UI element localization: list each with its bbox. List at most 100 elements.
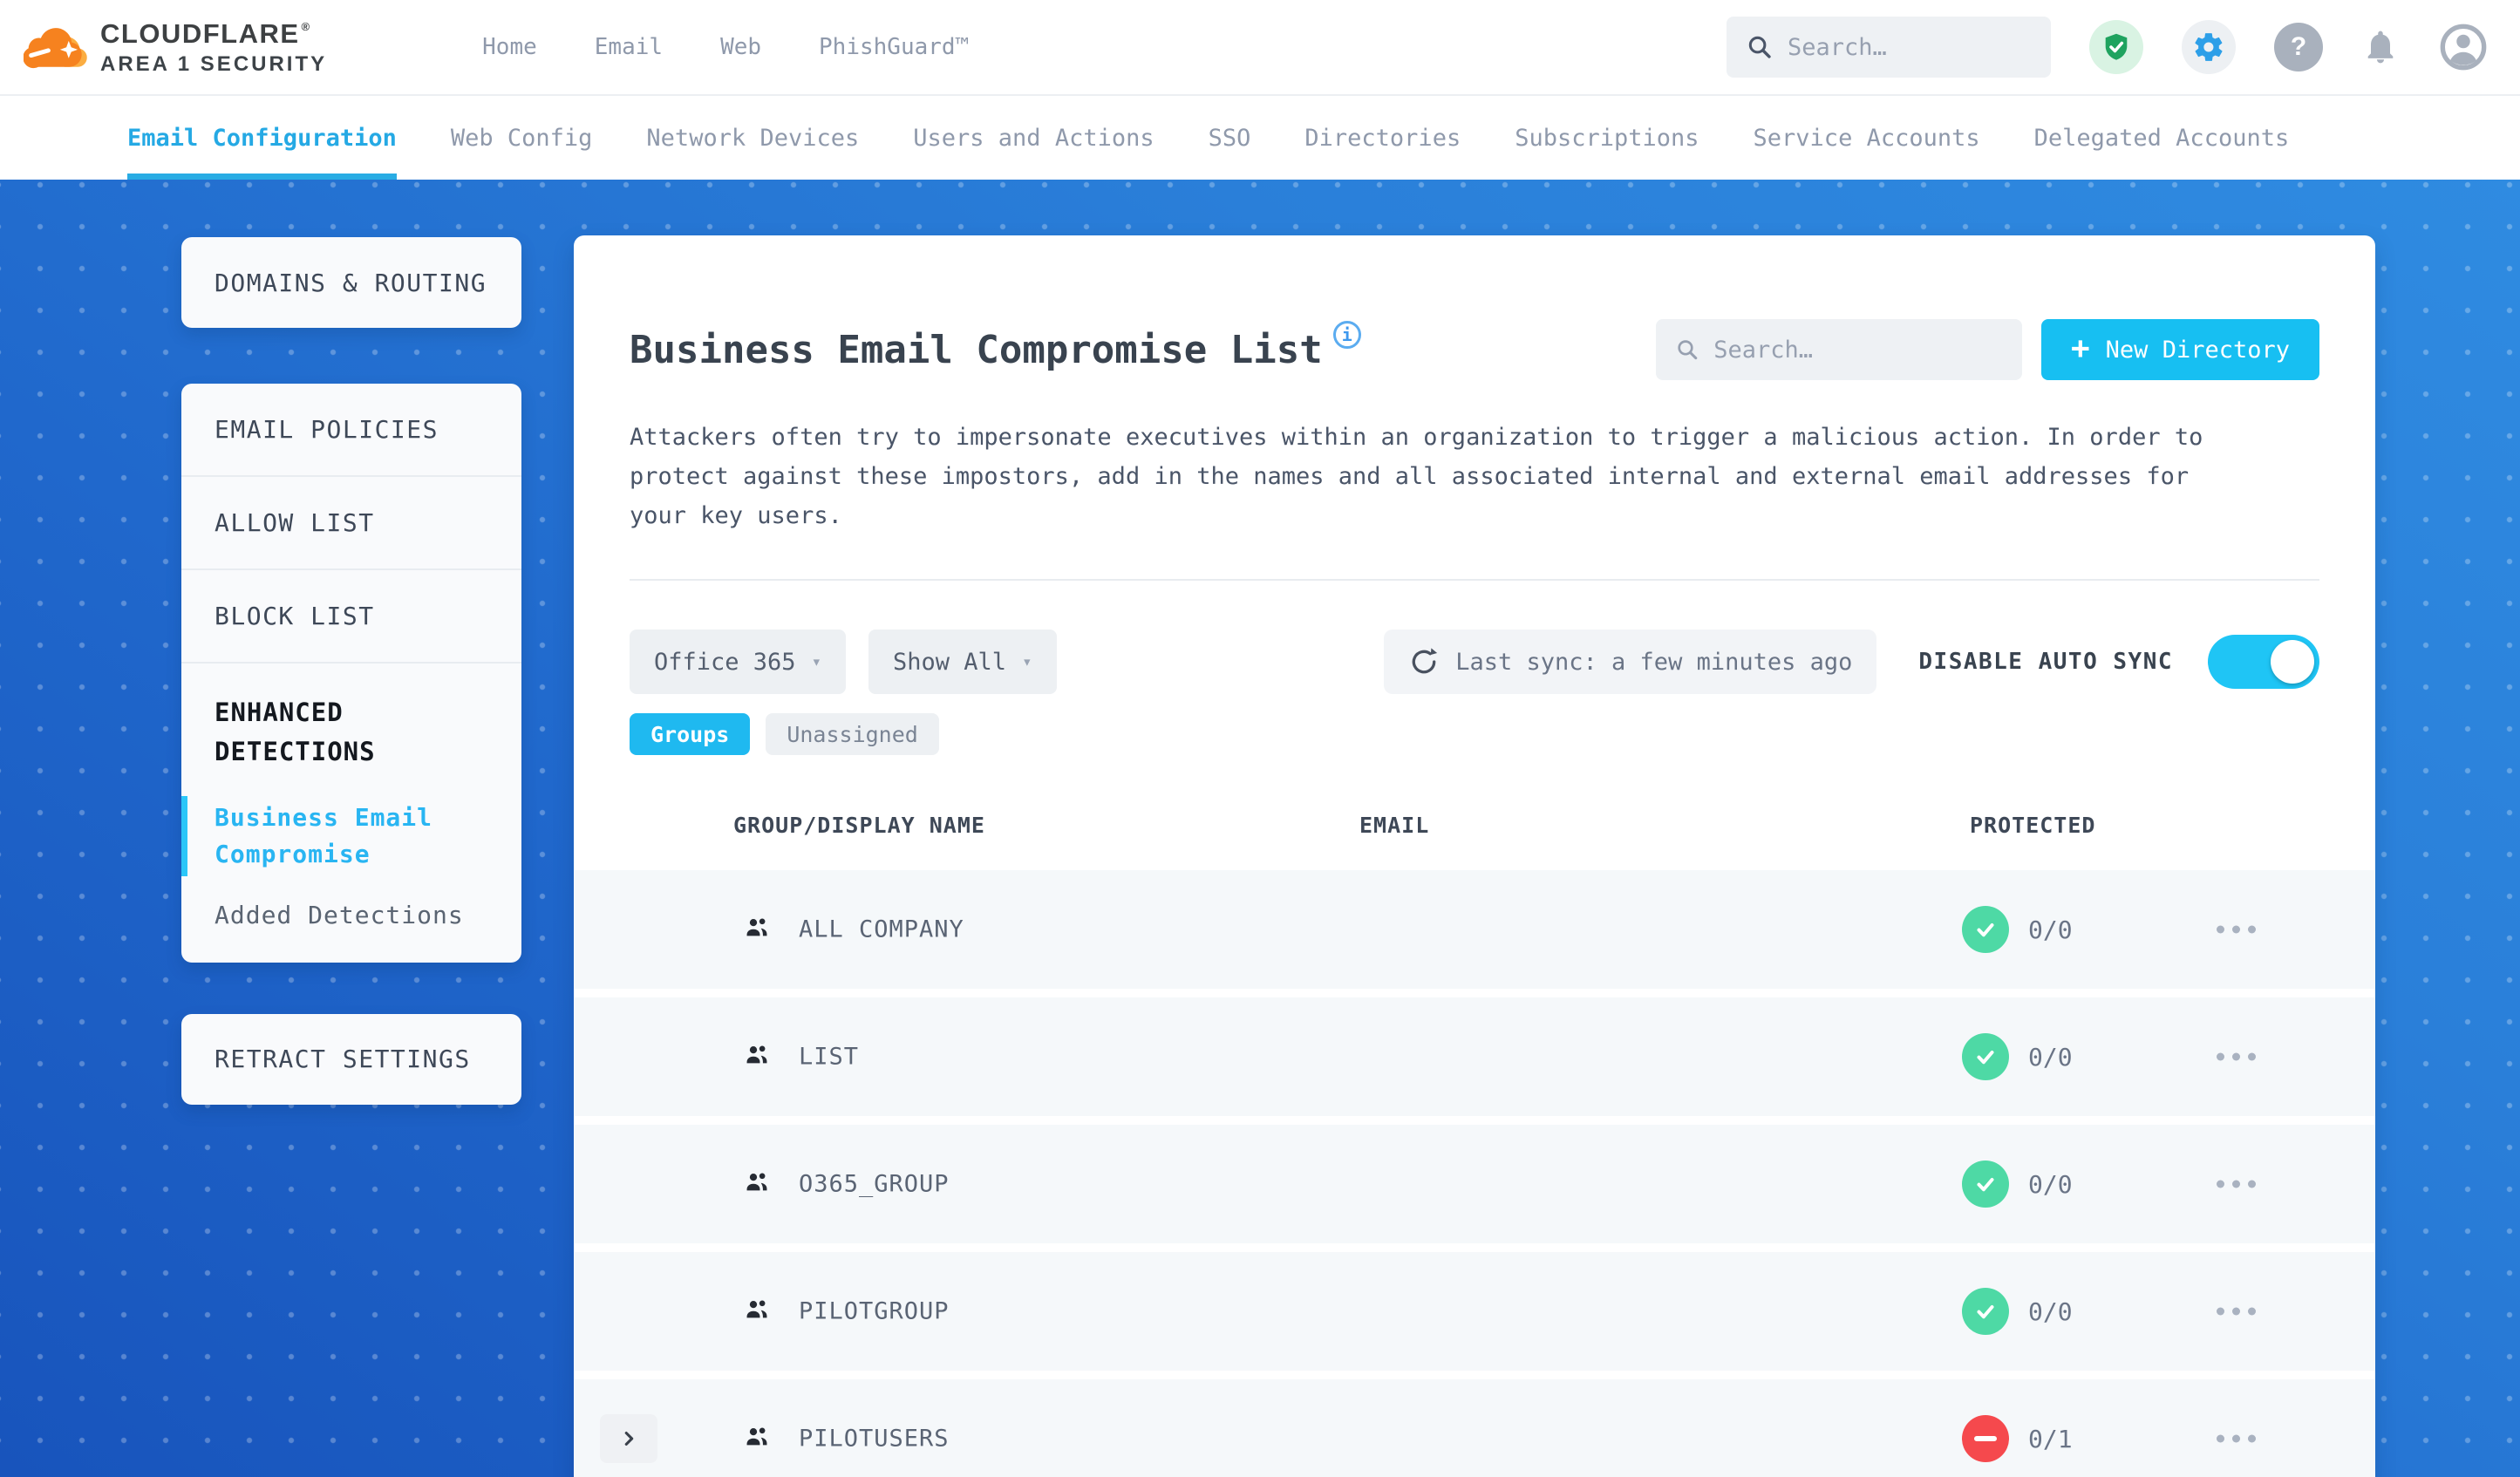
sidebar-item-retract-settings[interactable]: RETRACT SETTINGS xyxy=(181,1013,521,1105)
protected-count: 0/0 xyxy=(2028,1042,2073,1072)
tab-directories[interactable]: Directories xyxy=(1304,124,1461,152)
row-actions-menu-icon[interactable] xyxy=(2217,1180,2256,1188)
primary-nav: Home Email Web PhishGuard™ xyxy=(482,34,969,60)
group-people-icon xyxy=(746,1300,767,1318)
row-actions-menu-icon[interactable] xyxy=(2217,1307,2256,1316)
toggle-knob xyxy=(2271,640,2314,684)
protected-status: 0/0 xyxy=(1962,1288,2073,1336)
cloudflare-cloud-icon xyxy=(24,28,87,69)
directory-filter-dropdown[interactable]: Office 365 ▾ xyxy=(630,630,847,695)
brand-subtitle: AREA 1 SECURITY xyxy=(100,51,328,76)
sidebar-item-allow-list[interactable]: ALLOW LIST xyxy=(181,477,521,570)
show-filter-dropdown[interactable]: Show All ▾ xyxy=(868,630,1057,695)
tab-service-accounts[interactable]: Service Accounts xyxy=(1753,124,1980,152)
chevron-right-icon xyxy=(624,1432,634,1446)
security-shield-check-icon[interactable] xyxy=(2089,20,2143,74)
group-people-icon xyxy=(746,1427,767,1446)
content-canvas: DOMAINS & ROUTING EMAIL POLICIES ALLOW LI… xyxy=(0,180,2520,1477)
group-name: LIST xyxy=(799,1043,860,1071)
list-search[interactable] xyxy=(1655,319,2022,380)
tab-email-configuration[interactable]: Email Configuration xyxy=(127,96,397,180)
chevron-down-icon: ▾ xyxy=(1022,652,1032,672)
nav-item-email[interactable]: Email xyxy=(594,34,664,60)
search-icon xyxy=(1748,36,1771,58)
nav-item-web[interactable]: Web xyxy=(720,34,762,60)
group-people-icon xyxy=(746,918,767,936)
table-row[interactable]: PILOTGROUP 0/0 xyxy=(574,1252,2375,1372)
enhanced-detections-title: ENHANCED DETECTIONS xyxy=(215,698,376,766)
tab-users-and-actions[interactable]: Users and Actions xyxy=(913,124,1154,152)
view-tabs: Groups Unassigned xyxy=(630,713,2319,756)
notifications-bell-icon[interactable] xyxy=(2361,28,2400,66)
help-question-icon[interactable]: ? xyxy=(2274,23,2323,71)
sidebar-item-domains-routing[interactable]: DOMAINS & ROUTING xyxy=(181,237,521,328)
protected-check-icon xyxy=(1962,1288,2009,1336)
nav-item-phishguard-[interactable]: PhishGuard™ xyxy=(819,34,970,60)
header-search-input[interactable] xyxy=(1788,33,2032,61)
settings-gear-icon[interactable] xyxy=(2182,20,2236,74)
protected-status: 0/0 xyxy=(1962,906,2073,954)
tab-network-devices[interactable]: Network Devices xyxy=(646,124,860,152)
new-directory-button[interactable]: + New Directory xyxy=(2040,319,2319,380)
check-icon xyxy=(1977,923,1994,937)
tab-sso[interactable]: SSO xyxy=(1208,124,1251,152)
group-name: O365_GROUP xyxy=(799,1170,950,1198)
table-row[interactable]: ALL COMPANY 0/0 xyxy=(574,870,2375,990)
protected-status: 0/1 xyxy=(1962,1415,2073,1463)
table-row[interactable]: LIST 0/0 xyxy=(574,997,2375,1117)
groups-table: GROUP/DISPLAY NAME EMAIL PROTECTED ALL C… xyxy=(574,807,2375,1477)
table-row[interactable]: PILOTUSERS 0/1 xyxy=(574,1379,2375,1477)
page-description: Attackers often try to impersonate execu… xyxy=(630,424,2203,529)
plus-icon: + xyxy=(2070,330,2090,366)
sidebar-item-email-policies[interactable]: EMAIL POLICIES xyxy=(181,384,521,477)
group-name: PILOTUSERS xyxy=(799,1425,950,1453)
nav-item-home[interactable]: Home xyxy=(482,34,537,60)
column-header-name: GROUP/DISPLAY NAME xyxy=(733,813,985,839)
protected-check-icon xyxy=(1962,1160,2009,1208)
row-actions-menu-icon[interactable] xyxy=(2217,1052,2256,1061)
brand-name: CLOUDFLARE xyxy=(100,17,300,49)
column-header-protected: PROTECTED xyxy=(1970,813,2096,839)
section-tabbar: Email Configuration Web Config Network Dev… xyxy=(0,96,2520,180)
auto-sync-toggle[interactable] xyxy=(2208,635,2319,690)
account-avatar-icon[interactable] xyxy=(2438,22,2489,72)
cloudflare-logo[interactable]: CLOUDFLARE ® AREA 1 SECURITY xyxy=(24,18,327,77)
tab-subscriptions[interactable]: Subscriptions xyxy=(1515,124,1699,152)
protected-status: 0/0 xyxy=(1962,1160,2073,1208)
tab-web-config[interactable]: Web Config xyxy=(450,124,593,152)
group-people-icon xyxy=(746,1045,767,1064)
search-icon xyxy=(1678,340,1698,360)
table-row[interactable]: O365_GROUP 0/0 xyxy=(574,1125,2375,1244)
sidebar-item-business-email-compromise[interactable]: Business Email Compromise xyxy=(181,795,495,876)
sidebar-enhanced-detections-section: ENHANCED DETECTIONS Business Email Compr… xyxy=(181,664,521,929)
unprotected-minus-icon xyxy=(1962,1415,2009,1463)
sidebar-item-block-list[interactable]: BLOCK LIST xyxy=(181,570,521,664)
check-icon xyxy=(1977,1305,1994,1319)
check-icon xyxy=(1977,1178,1994,1192)
row-actions-menu-icon[interactable] xyxy=(2217,1434,2256,1443)
list-search-input[interactable] xyxy=(1713,336,2003,364)
brand-trademark: ® xyxy=(301,19,311,33)
sidebar-item-added-detections[interactable]: Added Detections xyxy=(215,900,464,929)
protected-count: 0/0 xyxy=(2028,1169,2073,1199)
view-tab-groups[interactable]: Groups xyxy=(630,713,751,756)
last-sync-chip[interactable]: Last sync: a few minutes ago xyxy=(1384,630,1877,695)
info-icon[interactable]: i xyxy=(1332,321,1361,349)
protected-check-icon xyxy=(1962,1033,2009,1081)
refresh-icon xyxy=(1412,648,1438,674)
group-people-icon xyxy=(746,1173,767,1191)
column-header-email: EMAIL xyxy=(1359,813,1430,839)
row-expander-button[interactable] xyxy=(600,1414,657,1464)
tab-delegated-accounts[interactable]: Delegated Accounts xyxy=(2033,124,2290,152)
protected-count: 0/0 xyxy=(2028,1297,2073,1326)
table-header: GROUP/DISPLAY NAME EMAIL PROTECTED xyxy=(574,807,2375,849)
row-actions-menu-icon[interactable] xyxy=(2217,925,2256,934)
sidebar-policies-card: EMAIL POLICIES ALLOW LIST BLOCK LIST ENHAN… xyxy=(181,384,521,963)
protected-count: 0/0 xyxy=(2028,915,2073,944)
divider xyxy=(630,579,2319,582)
view-tab-unassigned[interactable]: Unassigned xyxy=(766,713,939,756)
header-search[interactable] xyxy=(1727,17,2051,78)
app-header: CLOUDFLARE ® AREA 1 SECURITY Home Email Web… xyxy=(0,0,2520,96)
last-sync-label: Last sync: a few minutes ago xyxy=(1455,648,1853,676)
page-title: Business Email Compromise List xyxy=(630,327,1323,372)
